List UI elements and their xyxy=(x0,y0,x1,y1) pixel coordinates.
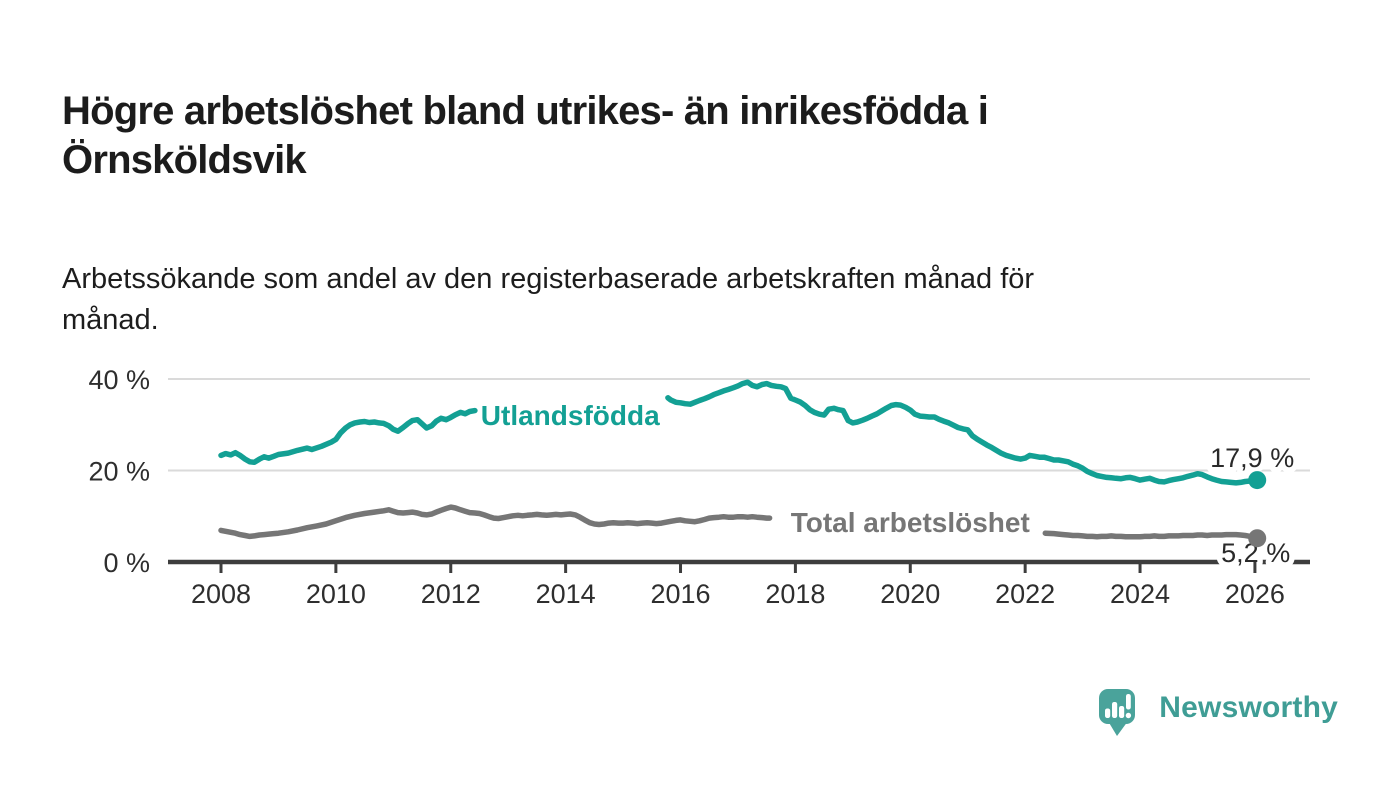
series-inline-label-0: Utlandsfödda xyxy=(481,400,660,431)
series-line-0 xyxy=(218,407,478,466)
x-axis-tick-label: 2016 xyxy=(650,579,710,609)
series-inline-label-1: Total arbetslöshet xyxy=(791,507,1030,538)
x-axis-tick-label: 2018 xyxy=(765,579,825,609)
x-axis-tick-label: 2024 xyxy=(1110,579,1170,609)
end-value-label-0: 17,9 % xyxy=(1210,443,1294,473)
chart-subtitle-line-2: månad. xyxy=(62,304,159,336)
y-axis-tick-label: 40 % xyxy=(88,365,150,395)
series-line-1 xyxy=(218,504,773,540)
x-axis-tick-label: 2020 xyxy=(880,579,940,609)
page-title-line-1: Högre arbetslöshet bland utrikes- än inr… xyxy=(62,88,989,133)
page-title-line-2: Örnsköldsvik xyxy=(62,137,307,182)
newsworthy-branding: Newsworthy xyxy=(1097,686,1338,738)
logo-bar-chart-icon xyxy=(1105,694,1132,719)
x-axis-tick-label: 2014 xyxy=(536,579,596,609)
x-axis-tick-label: 2022 xyxy=(995,579,1055,609)
x-axis-tick-label: 2008 xyxy=(191,579,251,609)
x-axis-tick-label: 2010 xyxy=(306,579,366,609)
newsworthy-logo-icon xyxy=(1099,689,1136,736)
series-line-1 xyxy=(1042,530,1260,541)
chart-subtitle: Arbetssökande som andel av den registerb… xyxy=(62,259,1282,341)
chart-subtitle-line-1: Arbetssökande som andel av den registerb… xyxy=(62,263,1035,295)
y-axis-tick-label: 20 % xyxy=(88,457,150,487)
series-end-dot-0 xyxy=(1248,471,1267,490)
line-chart: 0 %20 %40 %17,9 %5,2 %2008 2010 2012 2014 20… xyxy=(88,365,1310,609)
newsworthy-logo-text: Newsworthy xyxy=(1159,691,1338,724)
x-axis-tick-label: 2026 xyxy=(1225,579,1285,609)
page-title: Högre arbetslöshet bland utrikes- än inr… xyxy=(62,87,1272,185)
series-line-0 xyxy=(665,379,1260,486)
x-axis-tick-label: 2012 xyxy=(421,579,481,609)
series-end-dot-1 xyxy=(1248,529,1267,548)
line-chart-area: 0 % 20 % 40 % 17,9 % 5,2 % 2008 2010 2012 2014 20… xyxy=(0,350,1400,640)
y-axis-tick-label: 0 % xyxy=(103,548,150,578)
